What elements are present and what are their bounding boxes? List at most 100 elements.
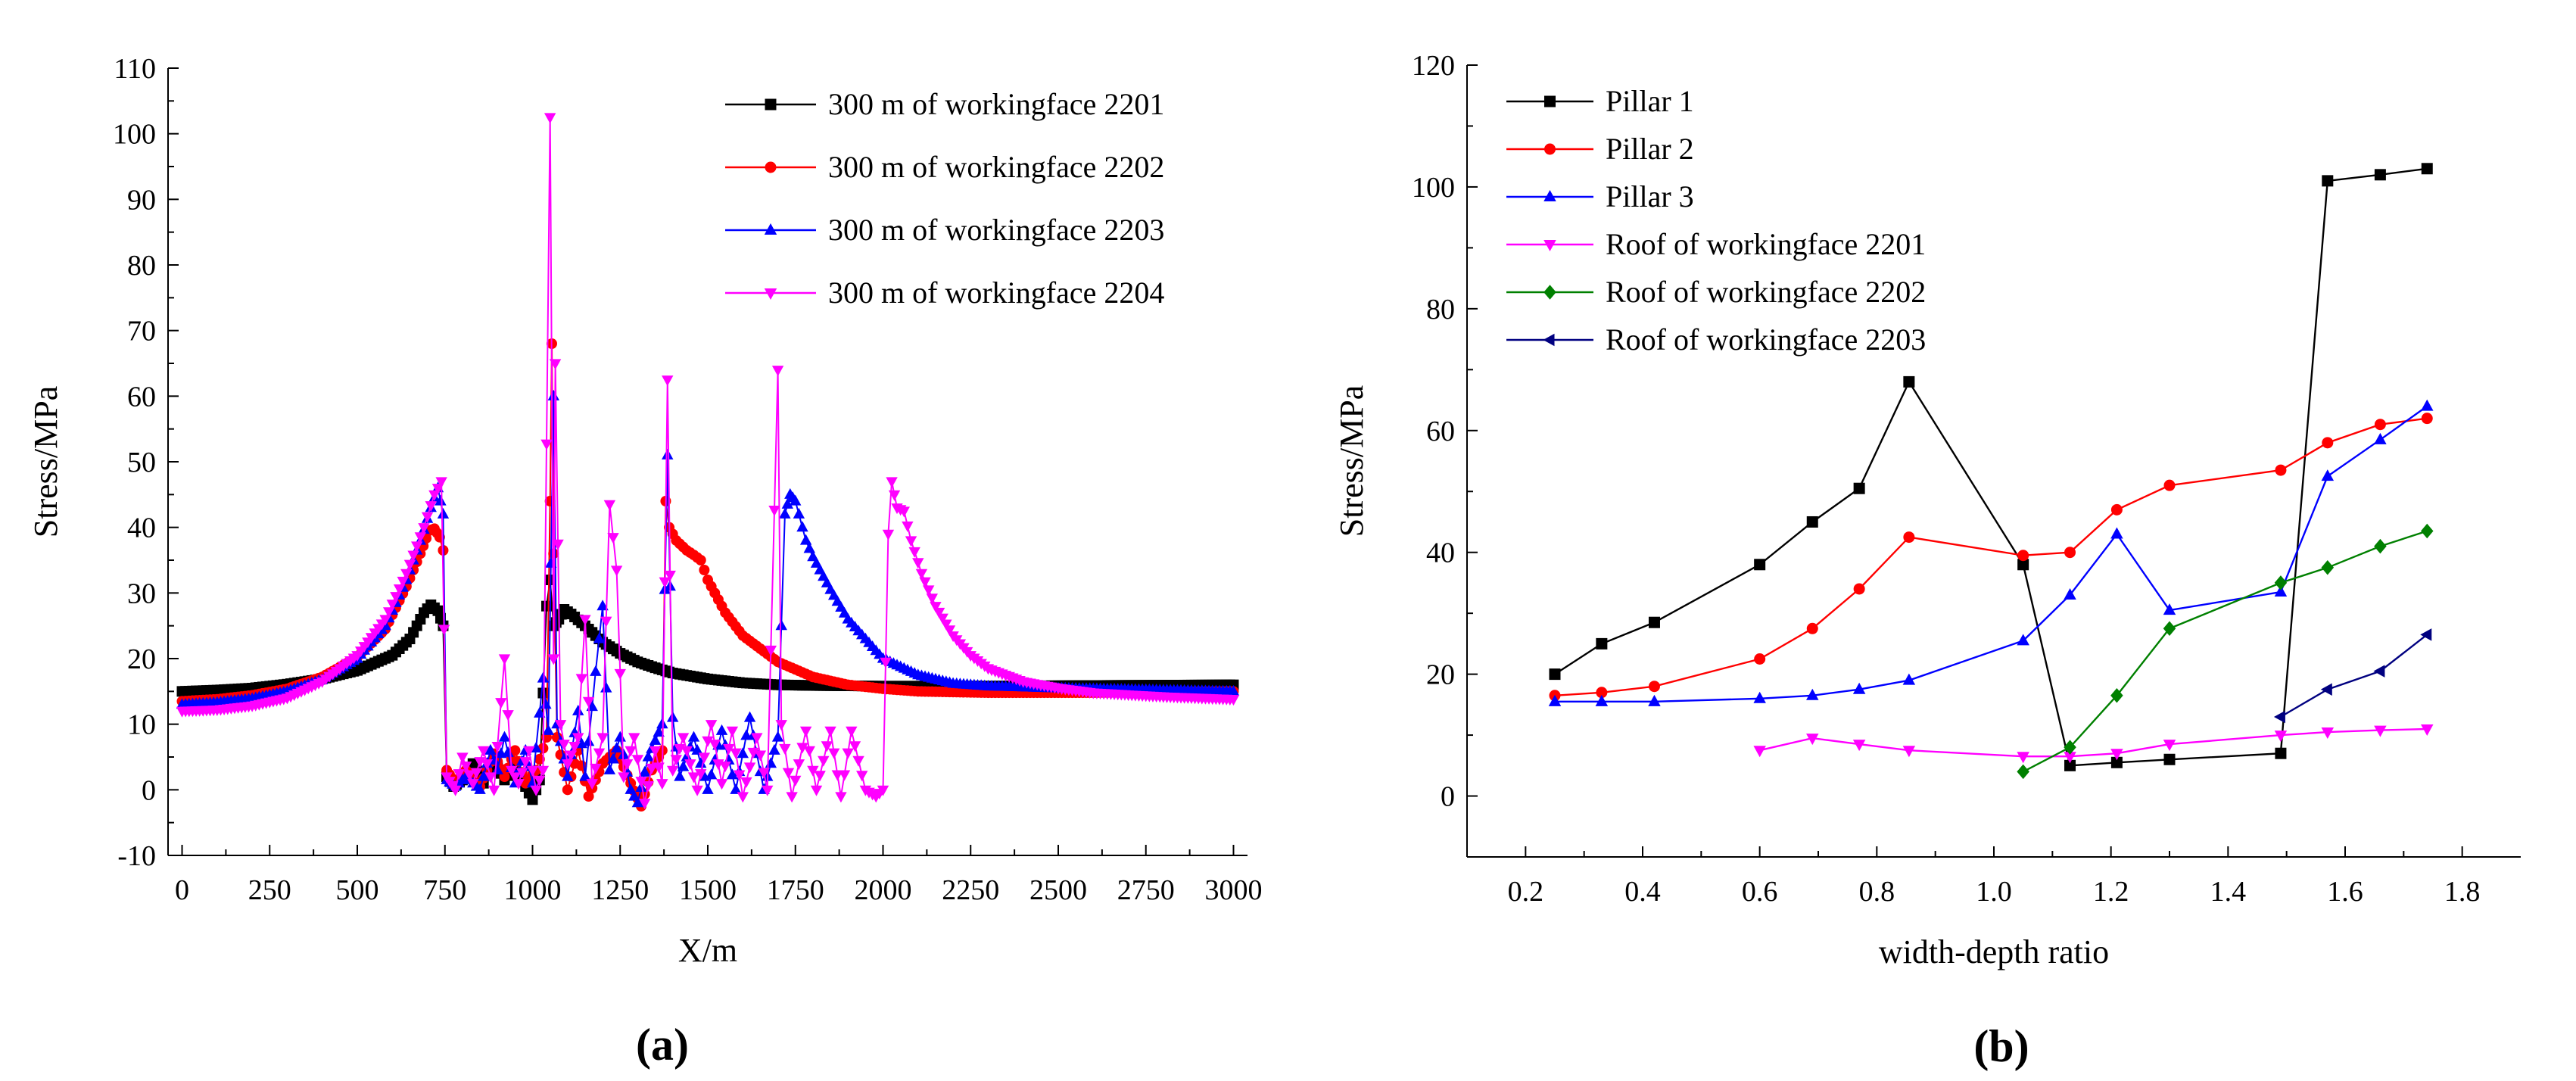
chart-b-series-4-point [2017, 752, 2029, 764]
chart-a-y-tick-label: 80 [127, 250, 156, 282]
chart-a-series-3-point [582, 735, 595, 746]
chart-b-legend-entry-5: Roof of workingface 2202 [1506, 275, 1926, 309]
chart-a-series-4-point [590, 763, 602, 774]
chart-a-series-3-point [593, 632, 606, 643]
chart-b-y-tick-label: 0 [1441, 781, 1455, 813]
chart-a-legend-label: 300 m of workingface 2204 [828, 276, 1164, 310]
chart-b-series-2-point [2110, 503, 2123, 516]
chart-a-x-tick-label: 3000 [1204, 874, 1262, 906]
chart-a-series-4-point [922, 585, 935, 597]
chart-a-series-4-point [635, 777, 647, 788]
chart-a-series-4-point [603, 500, 616, 511]
chart-b-series-4-point [1902, 746, 1916, 758]
chart-a-series-3-point [491, 763, 503, 774]
chart-a-series-3-point [477, 770, 490, 781]
chart-b-x-tick-label: 0.2 [1508, 876, 1544, 908]
chart-a-series-3-point [771, 731, 784, 742]
chart-a-series-3-point [618, 748, 630, 759]
chart-a-series-4-point [821, 741, 833, 752]
chart-a-series-4-point [659, 577, 671, 588]
chart-b-series-2-point [2017, 550, 2029, 562]
chart-a-series-4-point [487, 785, 500, 796]
chart-a-panel-label: (a) [636, 1020, 689, 1070]
chart-a-series-4-point [740, 777, 752, 788]
chart-a-legend-label: 300 m of workingface 2201 [828, 87, 1164, 121]
chart-a-series-4-point [888, 490, 901, 501]
chart-b-series-3-point [2374, 432, 2387, 444]
chart-a-series-3-point [610, 742, 623, 753]
chart-a-series-4-point [558, 740, 570, 751]
chart-a-series-3-point [642, 750, 654, 762]
chart-b-series-4-point [2321, 727, 2335, 740]
chart-b-series-2-point [1806, 622, 1818, 634]
chart-b-x-tick-label: 0.8 [1859, 876, 1895, 908]
chart-a-series-3-point [726, 768, 739, 780]
chart-b-legend-entry-3: Pillar 3 [1506, 179, 1694, 213]
chart-b-series-3-point [1806, 688, 1819, 700]
chart-a-legend-label: 300 m of workingface 2203 [828, 213, 1164, 247]
chart-a-series-4-point [467, 779, 479, 790]
chart-b-y-tick-label: 60 [1426, 416, 1455, 447]
chart-a-y-tick-label: 40 [127, 512, 156, 544]
chart-a-series-3-point [590, 665, 602, 676]
chart-a-series-4-point [453, 769, 465, 780]
chart-a-series-3-point [662, 448, 674, 460]
chart-b-series-3-point [1548, 694, 1562, 706]
chart-b-series-2-point [2322, 437, 2334, 449]
chart-b-legend-label: Pillar 2 [1606, 132, 1694, 166]
chart-a-series-4-point [726, 726, 739, 737]
chart-a-series-4-point [565, 750, 578, 762]
chart-a-x-tick-label: 2500 [1029, 874, 1087, 906]
chart-b-series-3-point [2110, 527, 2123, 539]
chart-a-series-2-point [583, 791, 594, 802]
chart-a-series-3-point [653, 726, 665, 737]
chart-b-series-1-point [2275, 747, 2287, 759]
chart-a-series-4-point [519, 757, 531, 768]
chart-b-legend-label: Roof of workingface 2203 [1606, 322, 1926, 357]
chart-a-series-4-point [491, 741, 503, 752]
chart-b-series-3-point [2421, 399, 2434, 411]
chart-a-series-4-point [653, 762, 665, 774]
chart-a-legend-entry-1: 300 m of workingface 2201 [725, 87, 1164, 121]
chart-b-series-5-point [2321, 560, 2335, 575]
chart-a-series-3-point [437, 507, 450, 519]
chart-a-y-tick-label: 30 [127, 578, 156, 609]
chart-a-legend-entry-3: 300 m of workingface 2203 [725, 213, 1164, 247]
chart-a-y-tick-label: -10 [117, 840, 156, 872]
chart-a-series-4-point [481, 759, 494, 771]
chart-a-x-tick-label: 2250 [942, 874, 999, 906]
chart-a-series-4-point [498, 654, 511, 665]
chart-b-series-6-point [2373, 665, 2385, 678]
chart-b-legend-marker [1543, 190, 1556, 201]
chart-a-series-3-point [799, 534, 812, 545]
chart-b-series-2-point [1596, 687, 1608, 699]
chart-a-series-4-point [790, 775, 802, 787]
chart-a-series-4-point [649, 746, 662, 757]
chart-a-x-tick-label: 2750 [1117, 874, 1175, 906]
chart-a-series-4-point [936, 613, 948, 625]
chart-a-series-3-point [530, 742, 542, 753]
chart-a-series-4-point [459, 761, 472, 772]
chart-b-legend-label: Pillar 1 [1606, 84, 1694, 118]
chart-a-x-tick-label: 250 [248, 874, 291, 906]
chart-b-series-4-line [1759, 727, 2428, 758]
chart-a-series-4-point [754, 750, 767, 762]
chart-a-series-4-point [926, 593, 939, 605]
chart-b-series-6-point [2320, 683, 2332, 696]
chart-a-series-4-point [537, 765, 550, 777]
chart-a-series-1-point [527, 794, 538, 805]
chart-a-series-4-point [835, 792, 847, 803]
chart-b-series-1-point [1596, 637, 1608, 650]
chart-a-series-4-point [593, 748, 606, 759]
chart-b-x-tick-label: 1.2 [2093, 876, 2129, 908]
chart-a-series-3-point [603, 763, 616, 774]
chart-a-y-tick-label: 0 [142, 774, 156, 806]
chart-a-series-3-point [702, 783, 714, 794]
chart-b-series-1-point [1806, 516, 1818, 528]
chart-a-series-4-point [621, 759, 634, 771]
chart-a-series-4-point [691, 785, 703, 796]
chart-b-series-1-point [2374, 169, 2386, 181]
chart-b-legend-entry-6: Roof of workingface 2203 [1506, 322, 1926, 357]
chart-b-y-tick-label: 40 [1426, 537, 1455, 569]
